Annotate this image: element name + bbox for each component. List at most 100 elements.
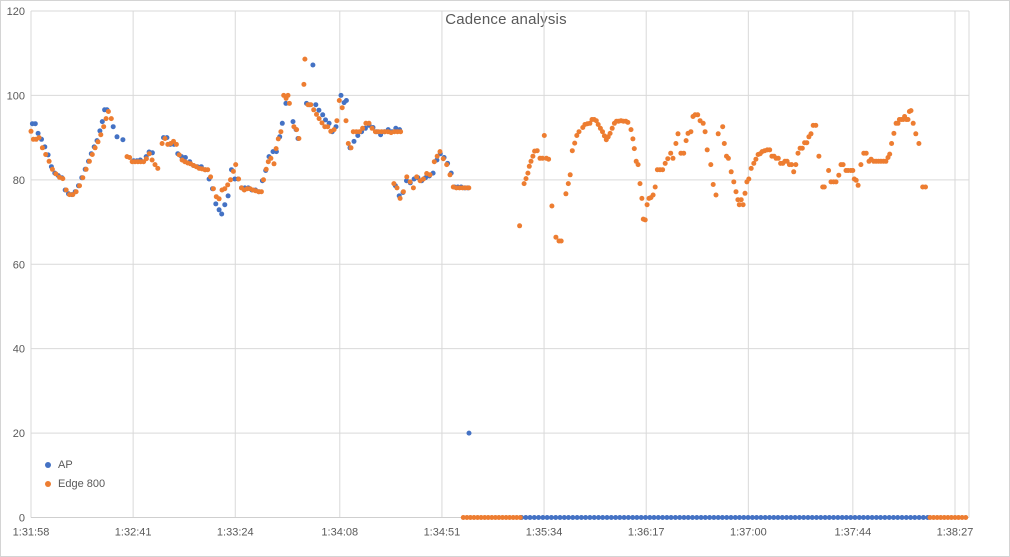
ap-data-point [869, 515, 875, 520]
edge800-data-point [268, 155, 274, 161]
edge800-data-point [440, 156, 446, 162]
edge800-data-point [952, 515, 958, 520]
ap-data-point [638, 515, 644, 520]
ap-data-point [290, 119, 296, 125]
edge800-data-point [931, 515, 937, 520]
ap-data-point [891, 515, 896, 520]
edge800-data-point [642, 217, 648, 223]
ap-data-point [920, 515, 926, 520]
chart-title[interactable]: Cadence analysis [445, 11, 567, 28]
edge800-data-point [314, 111, 319, 117]
edge800-data-point [92, 145, 98, 151]
edge800-data-point [742, 190, 748, 196]
ap-data-point [216, 207, 222, 213]
edge800-data-point [793, 162, 799, 168]
edge800-data-point [799, 145, 805, 151]
edge800-data-point [233, 162, 239, 168]
edge800-data-point [437, 149, 443, 155]
ap-data-point [745, 515, 751, 520]
x-axis-tick-label: 1:33:24 [217, 527, 254, 539]
edge800-data-point [339, 105, 345, 111]
ap-data-point [899, 515, 905, 520]
edge800-data-point [331, 127, 337, 133]
edge800-data-point [675, 131, 681, 137]
edge800-data-point [816, 153, 822, 159]
edge800-data-point [146, 151, 152, 157]
ap-data-point [35, 130, 41, 136]
edge800-data-point [858, 162, 864, 168]
ap-data-point [279, 120, 285, 126]
edge800-data-point [558, 238, 564, 244]
ap-data-point [225, 193, 231, 199]
ap-data-point [523, 515, 529, 520]
edge800-data-point [601, 133, 607, 139]
edge800-data-point [804, 140, 810, 146]
edge800-data-point [662, 160, 668, 166]
edge800-data-point [775, 155, 781, 161]
ap-data-point [608, 515, 614, 520]
ap-data-point [213, 201, 219, 207]
edge800-data-point [278, 129, 284, 135]
ap-data-point [775, 515, 781, 520]
edge800-data-point [813, 122, 819, 128]
edge800-data-point [644, 202, 650, 208]
edge800-data-point [343, 118, 349, 124]
edge800-data-point [927, 515, 933, 520]
edge800-data-point [563, 191, 569, 197]
edge800-data-point [753, 156, 759, 162]
edge800-data-point [593, 118, 599, 124]
edge800-data-point [670, 155, 676, 161]
edge800-data-point [410, 185, 416, 191]
edge800-data-point [348, 145, 354, 151]
legend-item-ap[interactable]: AP [45, 459, 105, 471]
legend-item-edge800[interactable]: Edge 800 [45, 478, 105, 490]
edge800-data-point [652, 184, 658, 190]
edge800-data-point [316, 116, 322, 122]
edge800-data-point [748, 165, 754, 171]
edge800-data-point [510, 515, 516, 520]
edge800-data-point [887, 151, 893, 157]
y-axis-tick-label: 100 [7, 90, 25, 102]
edge800-data-point [39, 145, 45, 151]
ap-data-point [621, 515, 627, 520]
ap-data-point [848, 515, 854, 520]
edge800-data-point [736, 202, 742, 208]
edge800-data-point [400, 189, 406, 195]
edge800-data-point [271, 161, 277, 167]
y-axis-tick-label: 0 [19, 513, 25, 525]
edge800-data-point [715, 131, 721, 137]
ap-data-point [672, 515, 678, 520]
ap-data-point [702, 515, 708, 520]
x-axis-tick-label: 1:35:34 [526, 527, 563, 539]
edge800-data-point [210, 186, 216, 192]
x-axis-tick-label: 1:37:00 [730, 527, 767, 539]
ap-data-point [310, 62, 316, 68]
edge800-data-point [587, 120, 593, 126]
ap-data-point [796, 515, 802, 520]
ap-data-point [660, 515, 666, 520]
y-axis-tick-label: 20 [13, 428, 25, 440]
edge800-data-point [789, 162, 795, 168]
ap-data-point [886, 515, 892, 520]
edge800-data-point [630, 136, 636, 142]
ap-data-point [677, 515, 683, 520]
edge800-data-point [959, 515, 965, 520]
ap-data-point [320, 112, 326, 118]
ap-data-point [728, 515, 734, 520]
ap-data-point [647, 515, 653, 520]
chart-legend: AP Edge 800 [45, 459, 105, 490]
ap-data-point [719, 515, 725, 520]
edge800-data-point [216, 196, 222, 202]
edge800-data-point [908, 108, 914, 114]
ap-data-point [754, 515, 760, 520]
edge800-data-point [63, 187, 69, 193]
edge800-data-point [464, 515, 470, 520]
ap-data-point [583, 515, 589, 520]
edge800-data-point [713, 192, 719, 198]
edge800-data-point [460, 515, 466, 520]
edge800-data-point [127, 155, 133, 160]
ap-data-point [767, 515, 772, 520]
edge800-data-point [956, 515, 961, 520]
edge800-data-point [46, 158, 52, 164]
